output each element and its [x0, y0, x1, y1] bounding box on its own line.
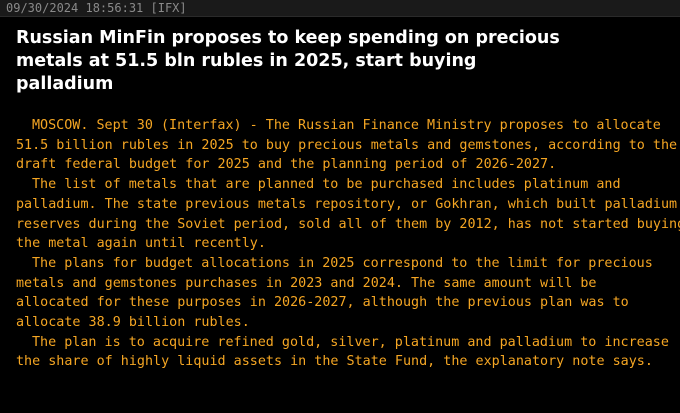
story-timestamp: 09/30/2024 18:56:31 [IFX] — [6, 1, 187, 15]
body-line: draft federal budget for 2025 and the pl… — [16, 157, 557, 173]
body-line: palladium. The state previous metals rep… — [16, 196, 678, 212]
headline-line: palladium — [16, 74, 114, 94]
body-line: The plan is to acquire refined gold, sil… — [32, 334, 669, 350]
story-body: MOSCOW. Sept 30 (Interfax) - The Russian… — [16, 116, 680, 372]
body-line: reserves during the Soviet period, sold … — [16, 216, 680, 232]
body-line: 51.5 billion rubles in 2025 to buy preci… — [16, 137, 678, 153]
headline-line: Russian MinFin proposes to keep spending… — [16, 28, 560, 48]
body-line: The list of metals that are planned to b… — [32, 177, 621, 193]
body-line: metals and gemstones purchases in 2023 a… — [16, 275, 597, 291]
body-line: allocated for these purposes in 2026-202… — [16, 295, 629, 311]
body-line: the share of highly liquid assets in the… — [16, 354, 653, 370]
body-line: MOSCOW. Sept 30 (Interfax) - The Russian… — [32, 118, 661, 133]
story-header-bar: 09/30/2024 18:56:31 [IFX] — [0, 0, 680, 17]
body-line: the metal again until recently. — [16, 236, 266, 252]
story-headline: Russian MinFin proposes to keep spending… — [16, 27, 666, 96]
headline-line: metals at 51.5 bln rubles in 2025, start… — [16, 51, 477, 71]
body-line: allocate 38.9 billion rubles. — [16, 315, 250, 331]
body-line: The plans for budget allocations in 2025… — [32, 255, 653, 271]
